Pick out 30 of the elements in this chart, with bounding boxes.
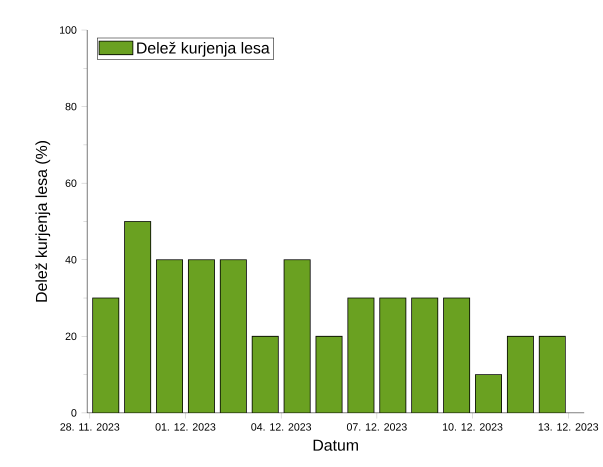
x-tick-label: 04. 12. 2023	[251, 423, 312, 431]
legend-label: Delež kurjenja lesa	[137, 42, 270, 57]
x-tick-label: 01. 12. 2023	[156, 423, 216, 431]
bar	[347, 297, 374, 413]
bar	[156, 259, 184, 413]
y-tick-label: 100	[60, 26, 76, 34]
y-axis-title: Delež kurjenja lesa (%)	[35, 140, 50, 302]
x-tick-label: 10. 12. 2023	[443, 423, 502, 431]
bar	[252, 336, 279, 413]
bar	[124, 220, 152, 413]
y-tick-label: 0	[71, 408, 76, 416]
x-axis-title: Datum	[314, 440, 358, 451]
bar	[379, 297, 406, 413]
bar	[316, 336, 342, 413]
bar	[411, 297, 438, 413]
bar	[188, 259, 215, 413]
y-tick-label: 20	[66, 332, 76, 340]
bar	[220, 259, 247, 413]
x-tick-label: 13. 12. 2023	[538, 423, 598, 431]
x-tick-label: 28. 11. 2023	[60, 423, 120, 431]
bar	[443, 297, 470, 413]
bar	[284, 259, 311, 413]
x-tick-label: 07. 12. 2023	[346, 423, 407, 431]
bar	[92, 297, 120, 413]
bar	[475, 374, 502, 413]
y-tick-label: 40	[65, 256, 76, 264]
y-tick-label: 60	[66, 179, 76, 187]
y-tick-label: 80	[66, 102, 76, 110]
bar	[506, 336, 534, 413]
bar	[538, 336, 566, 413]
